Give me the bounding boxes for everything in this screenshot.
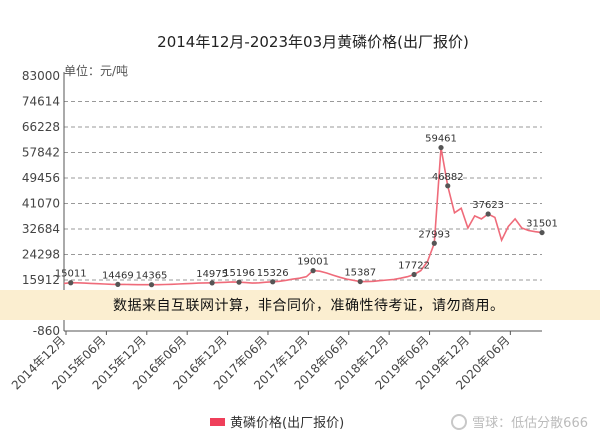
data-point-marker — [539, 229, 545, 236]
data-point-label: 15011 — [55, 269, 87, 280]
y-tick-label: 74614 — [22, 95, 60, 109]
y-tick-label: 83000 — [22, 69, 60, 83]
data-point-marker — [445, 183, 451, 189]
data-point-label: 15326 — [257, 268, 289, 279]
watermark-text: 雪球：低估分散666 — [472, 416, 588, 431]
data-point-label: 15387 — [344, 268, 376, 279]
data-point-label: 14365 — [136, 271, 168, 282]
y-tick-label: 24298 — [22, 248, 60, 262]
data-point-marker — [357, 278, 363, 285]
y-tick-label: 49456 — [22, 171, 60, 185]
snowball-logo-icon — [451, 413, 468, 430]
y-tick-label: 32684 — [22, 222, 60, 236]
data-point-marker — [236, 279, 242, 285]
data-point-label: 15196 — [223, 268, 255, 279]
disclaimer-text: 数据来自互联网计算，非合同价，准确性待考证，请勿商用。 — [113, 298, 505, 314]
data-point-label: 27993 — [418, 229, 450, 240]
data-point-label: 46882 — [432, 172, 464, 183]
y-tick-label: 66228 — [22, 120, 60, 134]
y-tick-label: 41070 — [22, 197, 60, 211]
data-point-marker — [270, 279, 276, 285]
legend: 黄磷价格(出厂报价) — [210, 415, 344, 431]
data-point-label: 14975 — [196, 269, 228, 280]
legend-swatch — [210, 418, 225, 426]
y-tick-label: 57842 — [22, 146, 60, 160]
legend-label: 黄磷价格(出厂报价) — [230, 415, 344, 431]
unit-label: 单位：元/吨 — [64, 63, 128, 78]
data-point-label: 14469 — [102, 270, 134, 281]
data-point-marker — [115, 281, 121, 287]
x-axis: 2014年12月2015年06月2015年12月2016年06月2016年12月… — [9, 330, 542, 392]
data-point-marker — [209, 280, 215, 286]
data-point-marker — [411, 271, 417, 278]
series-line — [63, 147, 543, 286]
data-point-label: 31501 — [526, 219, 558, 230]
disclaimer-banner: 数据来自互联网计算，非合同价，准确性待考证，请勿商用。 — [0, 290, 600, 320]
watermark: 雪球：低估分散666 — [451, 412, 588, 431]
data-point-marker — [438, 144, 444, 151]
data-point-marker — [68, 280, 74, 286]
data-point-label: 59461 — [425, 134, 457, 145]
data-point-marker — [485, 211, 491, 217]
chart-title: 2014年12月-2023年03月黄磷价格(出厂报价) — [157, 33, 469, 51]
data-point-label: 19001 — [297, 257, 329, 268]
data-point-marker — [148, 282, 155, 288]
y-tick-label: -860 — [33, 324, 60, 338]
data-point-label: 17722 — [398, 260, 430, 271]
data-point-marker — [310, 268, 316, 274]
y-tick-label: 15912 — [22, 273, 60, 287]
data-point-marker — [431, 240, 437, 246]
data-point-label: 37623 — [472, 200, 504, 211]
